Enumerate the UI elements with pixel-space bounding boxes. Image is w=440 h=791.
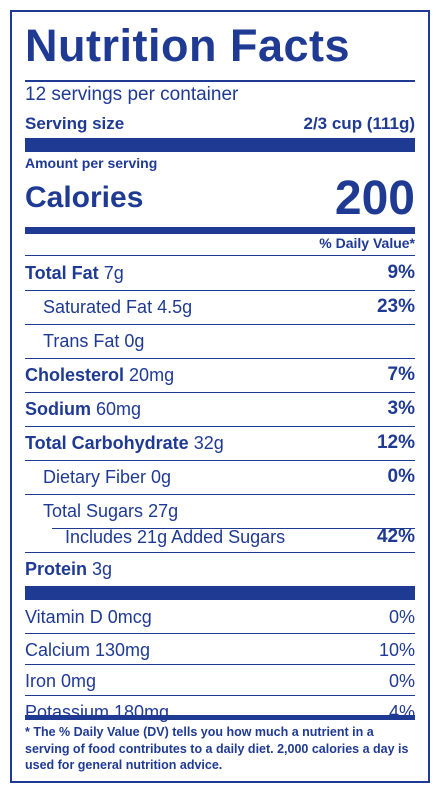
nutrient-row-total-carbohydrate: Total Carbohydrate 32g 12% [25, 428, 415, 458]
nutrient-row-added-sugars: Includes 21g Added Sugars 42% [25, 522, 415, 552]
nutrient-dv: 3% [387, 398, 415, 419]
divider [52, 528, 415, 529]
calories-value: 200 [334, 171, 415, 225]
vitamin-dv: 0% [388, 606, 415, 627]
thick-divider [25, 586, 415, 600]
nutrition-label: Nutrition Facts 12 servings per containe… [10, 10, 430, 783]
divider [25, 358, 415, 359]
nutrient-name: Includes 21g Added Sugars [65, 526, 286, 547]
nutrient-amount: 7g [103, 262, 124, 283]
nutrient-name: Cholesterol [25, 364, 125, 385]
nutrient-row-protein: Protein 3g [25, 554, 415, 584]
vitamin-dv: 0% [388, 670, 415, 691]
nutrient-row-dietary-fiber: Dietary Fiber 0g 0% [25, 462, 415, 492]
nutrient-amount: 4.5g [157, 296, 193, 317]
vitamin-row-vitamin-d: Vitamin D 0mcg 0% [25, 602, 415, 632]
divider [25, 633, 415, 634]
vitamin-name: Vitamin D 0mcg [25, 606, 152, 627]
vitamin-dv: 10% [378, 639, 415, 660]
nutrient-row-sodium: Sodium 60mg 3% [25, 394, 415, 424]
nutrient-dv: 23% [376, 296, 415, 317]
divider [25, 324, 415, 325]
nutrient-name: Trans Fat [43, 330, 120, 351]
nutrient-name: Total Sugars [43, 500, 144, 521]
nutrient-row-saturated-fat: Saturated Fat 4.5g 23% [25, 292, 415, 322]
divider [25, 80, 415, 82]
divider [25, 392, 415, 393]
nutrient-dv: 9% [387, 262, 415, 283]
vitamin-row-iron: Iron 0mg 0% [25, 666, 415, 696]
divider [25, 552, 415, 553]
nutrient-name: Total Fat [25, 262, 99, 283]
vitamin-name: Iron 0mg [25, 670, 97, 691]
serving-size-row: Serving size 2/3 cup (111g) [25, 111, 415, 137]
divider [25, 290, 415, 291]
medium-divider [25, 227, 415, 234]
medium-divider [25, 715, 415, 720]
nutrient-name: Total Carbohydrate [25, 432, 189, 453]
label-title: Nutrition Facts [25, 20, 351, 71]
nutrient-row-trans-fat: Trans Fat 0g [25, 326, 415, 356]
nutrient-amount: 3g [92, 558, 113, 579]
vitamin-name: Calcium 130mg [25, 639, 151, 660]
nutrient-row-total-sugars: Total Sugars 27g [25, 496, 415, 526]
nutrient-amount: 60mg [96, 398, 142, 419]
nutrient-name: Dietary Fiber [43, 466, 147, 487]
nutrient-name: Protein [25, 558, 88, 579]
footnote: * The % Daily Value (DV) tells you how m… [25, 725, 409, 772]
nutrient-dv: 42% [376, 526, 415, 547]
calories-label: Calories [25, 181, 144, 214]
nutrient-name: Sodium [25, 398, 91, 419]
servings-per-container: 12 servings per container [25, 84, 239, 105]
nutrient-amount: 0g [124, 330, 145, 351]
nutrient-amount: 20mg [129, 364, 175, 385]
vitamin-row-potassium: Potassium 180mg 4% [25, 697, 415, 727]
divider [25, 255, 415, 256]
nutrient-row-total-fat: Total Fat 7g 9% [25, 258, 415, 288]
nutrient-dv: 12% [376, 432, 415, 453]
divider [25, 494, 415, 495]
nutrient-dv: 7% [387, 364, 415, 385]
thick-divider [25, 138, 415, 152]
nutrient-amount: 0g [151, 466, 172, 487]
nutrient-name: Saturated Fat [43, 296, 153, 317]
nutrient-amount: 27g [148, 500, 179, 521]
calories-row: Calories 200 [25, 171, 415, 225]
amount-per-serving: Amount per serving [25, 155, 158, 171]
serving-size-value: 2/3 cup (111g) [303, 114, 416, 133]
divider [25, 695, 415, 696]
nutrient-dv: 0% [387, 466, 415, 487]
nutrient-row-cholesterol: Cholesterol 20mg 7% [25, 360, 415, 390]
vitamin-row-calcium: Calcium 130mg 10% [25, 635, 415, 665]
divider [25, 426, 415, 427]
nutrient-amount: 32g [193, 432, 224, 453]
serving-size-label: Serving size [25, 114, 125, 133]
daily-value-header: % Daily Value* [319, 235, 415, 251]
divider [25, 460, 415, 461]
divider [25, 664, 415, 665]
